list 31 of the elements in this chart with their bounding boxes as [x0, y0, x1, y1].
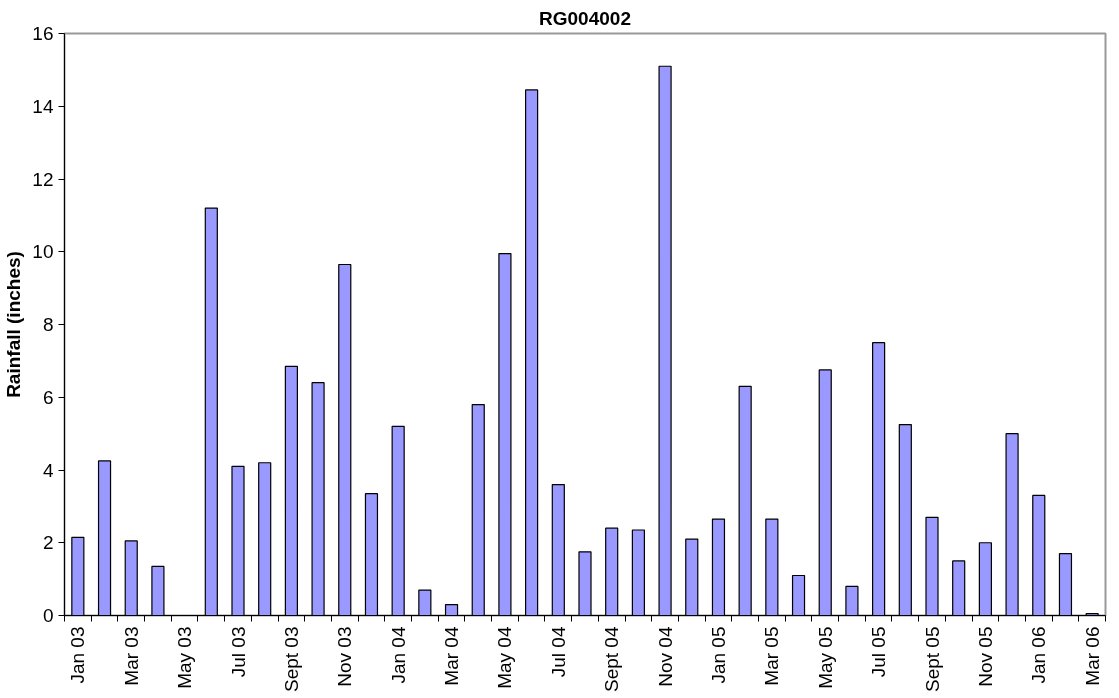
- x-tick-label: Mar 04: [441, 626, 463, 686]
- x-tick-label: Jul 03: [227, 626, 249, 678]
- y-tick-label: 16: [32, 23, 54, 44]
- x-tick-label: Mar 03: [120, 626, 142, 686]
- x-tick-label: Jan 03: [67, 626, 89, 684]
- y-tick-label: 0: [42, 605, 54, 626]
- y-tick-label: 14: [32, 95, 54, 117]
- y-tick-label: 12: [32, 168, 54, 190]
- x-tick-label: Nov 04: [654, 626, 676, 687]
- x-tick-label: Nov 05: [974, 626, 996, 687]
- x-tick-label: May 05: [814, 626, 836, 689]
- x-tick-label: May 04: [494, 626, 516, 689]
- x-tick-label: Sept 04: [601, 626, 623, 692]
- y-axis-title: Rainfall (inches): [3, 251, 25, 398]
- x-tick-label: Nov 03: [334, 626, 356, 687]
- x-tick-label: Jul 05: [868, 626, 890, 678]
- x-tick-label: May 03: [174, 626, 196, 689]
- x-tick-label: Jan 06: [1028, 626, 1050, 684]
- y-tick-label: 10: [32, 241, 54, 263]
- x-tick-label: Mar 05: [761, 626, 783, 686]
- x-tick-label: Jan 05: [707, 626, 729, 684]
- y-tick-label: 8: [42, 314, 54, 335]
- y-tick-label: 6: [42, 386, 54, 408]
- x-tick-label: Jul 04: [547, 626, 569, 678]
- x-tick-label: Sept 05: [921, 626, 943, 692]
- chart-title: RG004002: [539, 7, 631, 29]
- x-tick-label: Jan 04: [387, 626, 409, 684]
- y-tick-label: 4: [42, 459, 54, 481]
- x-tick-label: Mar 06: [1081, 626, 1103, 686]
- y-tick-label: 2: [42, 532, 54, 554]
- x-tick-label: Sept 03: [280, 626, 302, 692]
